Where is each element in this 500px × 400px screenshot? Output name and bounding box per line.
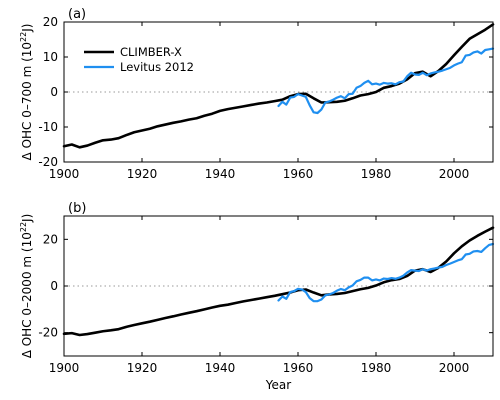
x-tick-label: 1920 xyxy=(127,167,158,181)
series-line-levitus-2012 xyxy=(277,47,495,115)
x-tick-label: 1980 xyxy=(361,361,392,375)
series-line-climber-x xyxy=(62,226,495,337)
y-tick-label: 20 xyxy=(43,232,58,246)
y-tick-label: -10 xyxy=(38,120,58,134)
y-tick-label: -20 xyxy=(38,155,58,169)
y-axis-label-prefix: Δ OHC 0–700 m (10 xyxy=(20,42,34,161)
y-axis-label: Δ OHC 0–700 m (1022J) xyxy=(19,24,34,161)
y-axis-label-suffix: J) xyxy=(20,24,34,33)
y-axis-label: Δ OHC 0–2000 m (1022J) xyxy=(19,214,34,359)
legend-entry: CLIMBER-X xyxy=(120,45,182,59)
x-tick-label: 2000 xyxy=(439,361,470,375)
y-tick-label: -20 xyxy=(38,326,58,340)
y-axis-label-exponent: 22 xyxy=(19,32,28,42)
y-tick-label: 0 xyxy=(50,85,58,99)
panel-label: (a) xyxy=(68,7,86,22)
y-tick-label: 20 xyxy=(43,15,58,29)
x-tick-label: 1940 xyxy=(205,361,236,375)
panel-a: 1900 1920 1940 1960 1980 2000 -20 -10 0 10 20 (a) Δ … xyxy=(19,7,495,181)
panel-b: 1900 1920 1940 1960 1980 2000 -20 0 20 (b) Δ OHC 0… xyxy=(19,201,495,392)
x-tick-label: 1940 xyxy=(205,167,236,181)
x-tick-label: 1900 xyxy=(49,361,80,375)
x-tick-label: 1960 xyxy=(283,361,314,375)
y-axis-label-prefix: Δ OHC 0–2000 m (10 xyxy=(20,232,34,358)
y-axis-label-exponent: 22 xyxy=(19,222,28,232)
x-tick-label: 1960 xyxy=(283,167,314,181)
legend-entry: Levitus 2012 xyxy=(120,60,194,74)
x-tick-label: 2000 xyxy=(439,167,470,181)
x-tick-label: 1980 xyxy=(361,167,392,181)
panel-label: (b) xyxy=(68,201,86,216)
series-line-levitus-2012 xyxy=(277,242,495,303)
x-axis-label: Year xyxy=(265,378,291,392)
series-line-climber-x xyxy=(62,23,495,149)
x-tick-label: 1900 xyxy=(49,167,80,181)
y-tick-label: 10 xyxy=(43,50,58,64)
x-tick-label: 1920 xyxy=(127,361,158,375)
y-axis-label-suffix: J) xyxy=(20,214,34,223)
y-tick-label: 0 xyxy=(50,279,58,293)
